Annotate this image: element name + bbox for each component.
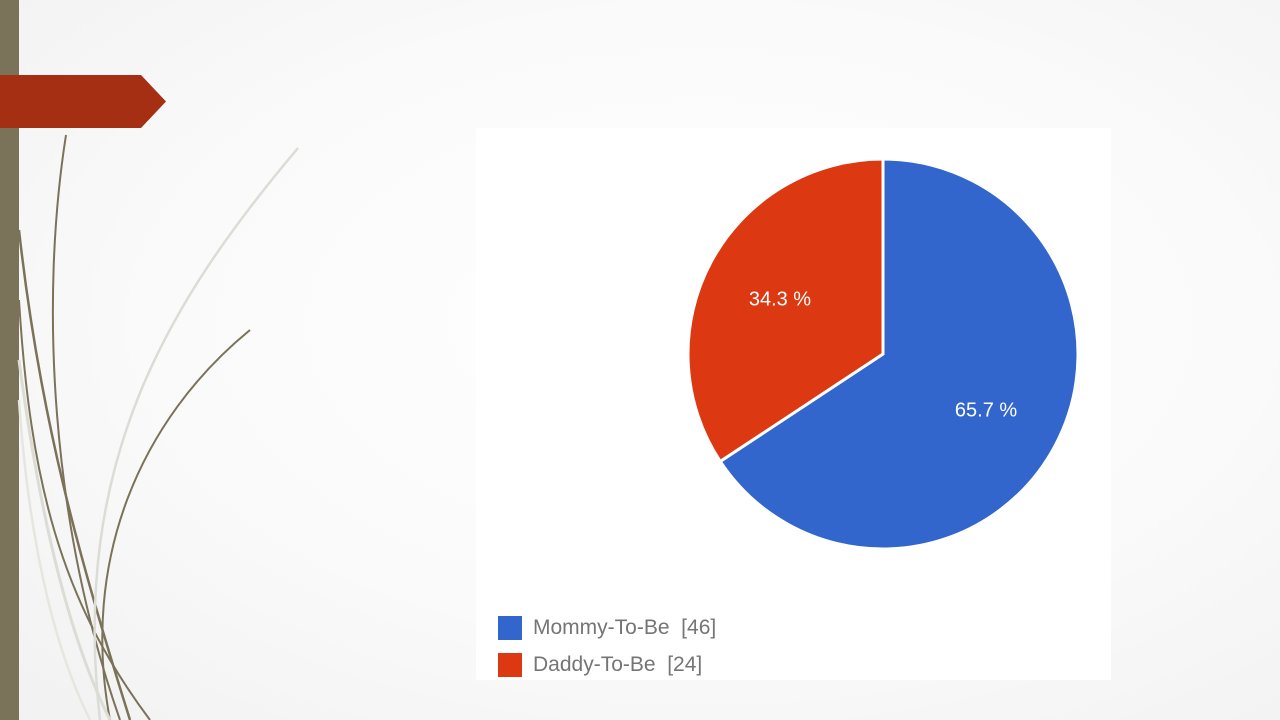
legend-label: Mommy-To-Be [46] — [533, 615, 717, 639]
decorative-grass-strands — [17, 134, 299, 720]
legend-swatch — [498, 615, 522, 640]
title-accent-tab — [0, 75, 166, 128]
slice-label-daddy-to-be: 34.3 % — [749, 289, 811, 311]
pie-slice-daddy-to-be — [686, 157, 885, 464]
legend-item: Daddy-To-Be [24] — [498, 646, 716, 683]
slice-label-mommy-to-be: 65.7 % — [955, 399, 1017, 421]
pie-chart-panel: 65.7 % 34.3 % Mommy-To-Be [46] Daddy-To-Be… — [476, 128, 1111, 680]
chart-legend: Mommy-To-Be [46] Daddy-To-Be [24] — [498, 609, 716, 683]
pie-slice-mommy-to-be — [718, 157, 1080, 551]
left-accent-bar — [0, 0, 19, 720]
legend-swatch — [498, 652, 522, 677]
legend-item: Mommy-To-Be [46] — [498, 609, 716, 646]
pie-chart: 65.7 % 34.3 % — [686, 157, 1080, 551]
legend-label: Daddy-To-Be [24] — [533, 652, 703, 676]
